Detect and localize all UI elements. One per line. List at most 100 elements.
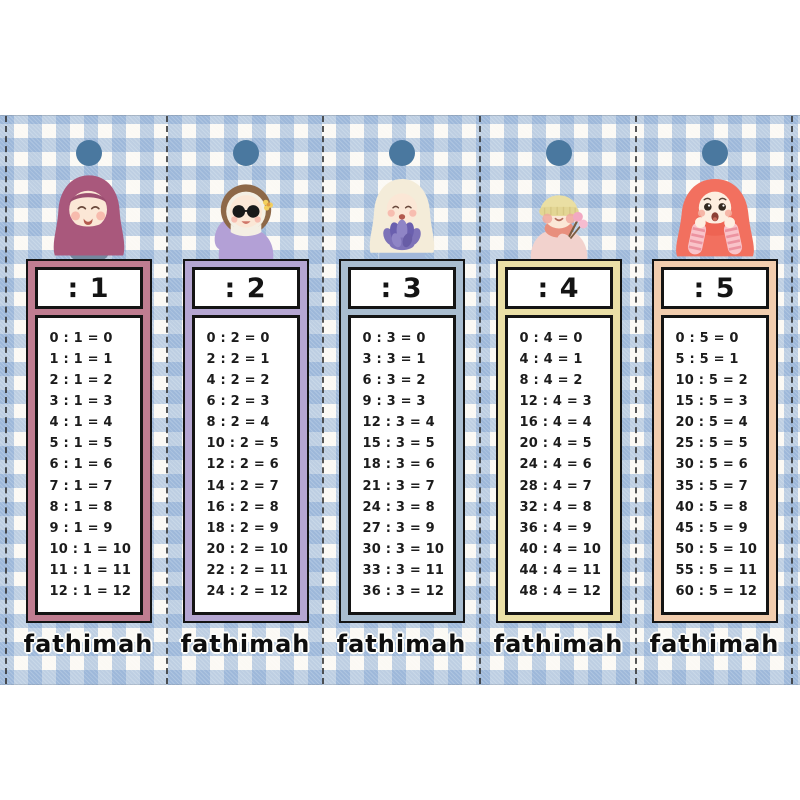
equation-row: 48 : 4 = 12 bbox=[519, 583, 602, 599]
header-label: : 4 bbox=[537, 272, 580, 304]
equation-row: 3 : 3 = 1 bbox=[362, 352, 426, 368]
equation-list: 0 : 2 = 0 2 : 2 = 1 4 : 2 = 2 6 : 2 = 3 … bbox=[191, 315, 300, 615]
signature-label: fathimah bbox=[180, 630, 311, 658]
equation-row: 24 : 3 = 8 bbox=[362, 499, 435, 515]
hanger-dot bbox=[701, 140, 728, 166]
hanger-dot bbox=[388, 140, 415, 166]
equation-row: 5 : 5 = 1 bbox=[675, 352, 739, 368]
bookmark-divide-by-5: : 5 0 : 5 = 0 5 : 5 = 1 10 : 5 = 2 15 : … bbox=[636, 116, 793, 684]
equation-row: 24 : 2 = 12 bbox=[206, 583, 289, 599]
equation-row: 9 : 1 = 9 bbox=[49, 520, 113, 536]
equation-row: 21 : 3 = 7 bbox=[362, 478, 435, 494]
equation-row: 12 : 4 = 3 bbox=[519, 394, 592, 410]
equation-row: 6 : 2 = 3 bbox=[206, 394, 270, 410]
table-header: : 5 bbox=[660, 267, 769, 309]
equation-row: 33 : 3 = 11 bbox=[362, 562, 445, 578]
table-header: : 4 bbox=[504, 267, 613, 309]
equation-list: 0 : 4 = 0 4 : 4 = 1 8 : 4 = 2 12 : 4 = 3… bbox=[504, 315, 613, 615]
equation-row: 25 : 5 = 5 bbox=[675, 436, 748, 452]
equation-row: 9 : 3 = 3 bbox=[362, 394, 426, 410]
equation-row: 8 : 4 = 2 bbox=[519, 373, 583, 389]
equation-row: 12 : 1 = 12 bbox=[49, 583, 132, 599]
equation-row: 12 : 2 = 6 bbox=[206, 457, 279, 473]
header-label: : 5 bbox=[693, 272, 736, 304]
equation-row: 20 : 5 = 4 bbox=[675, 415, 748, 431]
division-table-card: : 2 0 : 2 = 0 2 : 2 = 1 4 : 2 = 2 6 : 2 … bbox=[182, 259, 309, 623]
equation-row: 24 : 4 = 6 bbox=[519, 457, 592, 473]
header-label: : 2 bbox=[224, 272, 267, 304]
equation-row: 15 : 3 = 5 bbox=[362, 436, 435, 452]
equation-row: 3 : 1 = 3 bbox=[49, 394, 113, 410]
hanger-dot bbox=[75, 140, 102, 166]
header-label: : 1 bbox=[67, 272, 110, 304]
division-table-card: : 4 0 : 4 = 0 4 : 4 = 1 8 : 4 = 2 12 : 4… bbox=[495, 259, 622, 623]
equation-row: 11 : 1 = 11 bbox=[49, 562, 132, 578]
hanger-dot bbox=[232, 140, 259, 166]
equation-row: 36 : 3 = 12 bbox=[362, 583, 445, 599]
division-table-card: : 3 0 : 3 = 0 3 : 3 = 1 6 : 3 = 2 9 : 3 … bbox=[338, 259, 465, 623]
equation-row: 55 : 5 = 11 bbox=[675, 562, 758, 578]
character-girl-plum-hijab-illustration bbox=[53, 175, 124, 260]
equation-row: 28 : 4 = 7 bbox=[519, 478, 592, 494]
equation-row: 2 : 1 = 2 bbox=[49, 373, 113, 389]
equation-row: 20 : 4 = 5 bbox=[519, 436, 592, 452]
equation-row: 0 : 4 = 0 bbox=[519, 331, 583, 347]
equation-row: 6 : 3 = 2 bbox=[362, 373, 426, 389]
equation-row: 18 : 2 = 9 bbox=[206, 520, 279, 536]
equation-row: 2 : 2 = 1 bbox=[206, 352, 270, 368]
character-girl-coral-hijab-worried-illustration bbox=[675, 179, 754, 257]
equation-row: 20 : 2 = 10 bbox=[206, 541, 289, 557]
header-label: : 3 bbox=[380, 272, 423, 304]
equation-row: 4 : 4 = 1 bbox=[519, 352, 583, 368]
bookmark-divide-by-4: : 4 0 : 4 = 0 4 : 4 = 1 8 : 4 = 2 12 : 4… bbox=[480, 116, 637, 684]
equation-row: 0 : 2 = 0 bbox=[206, 331, 270, 347]
hanger-dot bbox=[545, 140, 572, 166]
equation-list: 0 : 5 = 0 5 : 5 = 1 10 : 5 = 2 15 : 5 = … bbox=[660, 315, 769, 615]
table-header: : 1 bbox=[34, 267, 143, 309]
equation-row: 45 : 5 = 9 bbox=[675, 520, 748, 536]
equation-row: 5 : 1 = 5 bbox=[49, 436, 113, 452]
bookmark-divide-by-2: : 2 0 : 2 = 0 2 : 2 = 1 4 : 2 = 2 6 : 2 … bbox=[167, 116, 324, 684]
gingham-background: : 1 0 : 1 = 0 1 : 1 = 1 2 : 1 = 2 3 : 1 … bbox=[0, 115, 800, 685]
equation-row: 35 : 5 = 7 bbox=[675, 478, 748, 494]
division-table-card: : 1 0 : 1 = 0 1 : 1 = 1 2 : 1 = 2 3 : 1 … bbox=[25, 259, 152, 623]
equation-row: 8 : 1 = 8 bbox=[49, 499, 113, 515]
equation-row: 0 : 5 = 0 bbox=[675, 331, 739, 347]
character-girl-sunhat-sunglasses-illustration bbox=[214, 184, 273, 260]
equation-row: 22 : 2 = 11 bbox=[206, 562, 289, 578]
table-header: : 3 bbox=[347, 267, 456, 309]
equation-row: 4 : 1 = 4 bbox=[49, 415, 113, 431]
division-table-card: : 5 0 : 5 = 0 5 : 5 = 1 10 : 5 = 2 15 : … bbox=[651, 259, 778, 623]
equation-row: 1 : 1 = 1 bbox=[49, 352, 113, 368]
cut-line bbox=[166, 116, 168, 684]
equation-row: 10 : 5 = 2 bbox=[675, 373, 748, 389]
equation-row: 14 : 2 = 7 bbox=[206, 478, 279, 494]
signature-label: fathimah bbox=[649, 630, 780, 658]
equation-row: 36 : 4 = 9 bbox=[519, 520, 592, 536]
equation-row: 30 : 3 = 10 bbox=[362, 541, 445, 557]
equation-row: 8 : 2 = 4 bbox=[206, 415, 270, 431]
equation-row: 4 : 2 = 2 bbox=[206, 373, 270, 389]
character-girl-lavender-bouquet-illustration bbox=[369, 179, 434, 260]
equation-row: 16 : 4 = 4 bbox=[519, 415, 592, 431]
equation-row: 40 : 4 = 10 bbox=[519, 541, 602, 557]
equation-row: 32 : 4 = 8 bbox=[519, 499, 592, 515]
equation-row: 6 : 1 = 6 bbox=[49, 457, 113, 473]
equation-row: 30 : 5 = 6 bbox=[675, 457, 748, 473]
equation-row: 15 : 5 = 3 bbox=[675, 394, 748, 410]
character-girl-yellow-beanie-flowers-illustration bbox=[530, 195, 588, 260]
cut-line bbox=[791, 116, 793, 684]
equation-list: 0 : 3 = 0 3 : 3 = 1 6 : 3 = 2 9 : 3 = 3 … bbox=[347, 315, 456, 615]
equation-row: 50 : 5 = 10 bbox=[675, 541, 758, 557]
equation-row: 10 : 1 = 10 bbox=[49, 541, 132, 557]
equation-row: 27 : 3 = 9 bbox=[362, 520, 435, 536]
equation-row: 18 : 3 = 6 bbox=[362, 457, 435, 473]
equation-list: 0 : 1 = 0 1 : 1 = 1 2 : 1 = 2 3 : 1 = 3 … bbox=[34, 315, 143, 615]
equation-row: 12 : 3 = 4 bbox=[362, 415, 435, 431]
cut-line bbox=[5, 116, 7, 684]
equation-row: 44 : 4 = 11 bbox=[519, 562, 602, 578]
equation-row: 7 : 1 = 7 bbox=[49, 478, 113, 494]
equation-row: 60 : 5 = 12 bbox=[675, 583, 758, 599]
signature-label: fathimah bbox=[493, 630, 624, 658]
